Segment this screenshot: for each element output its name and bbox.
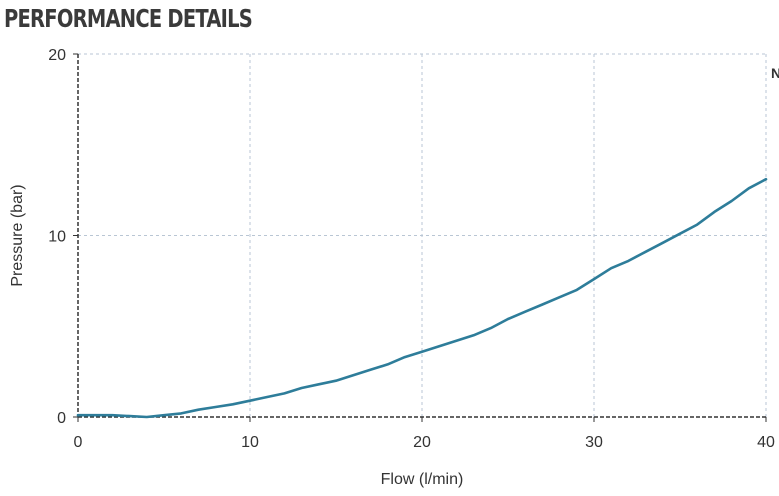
data-point (576, 289, 578, 291)
data-point (713, 211, 716, 213)
data-point (644, 251, 647, 253)
x-tick-label: 40 (757, 434, 775, 451)
data-point (318, 383, 320, 386)
data-point (490, 327, 492, 329)
tick-labels: 0 10 20 30 40 0 10 20 (48, 47, 775, 451)
grid-lines (78, 53, 767, 417)
data-point (507, 318, 509, 320)
data-point (438, 345, 441, 348)
data-point (524, 310, 526, 313)
data-point (197, 408, 200, 411)
data-point (214, 406, 217, 408)
data-point (163, 414, 165, 416)
data-point (266, 396, 269, 398)
data-point (404, 356, 406, 358)
data-point (765, 178, 767, 181)
x-tick-label: 10 (241, 434, 259, 451)
data-point (455, 339, 458, 342)
data-point (128, 415, 131, 417)
data-point (679, 232, 681, 235)
axes (73, 53, 767, 422)
data-point (748, 187, 750, 190)
data-point (283, 392, 286, 395)
series-layer (76, 177, 768, 419)
x-axis-title: Flow (l/min) (381, 471, 464, 488)
data-point (386, 363, 389, 366)
data-point (352, 374, 355, 377)
data-point (369, 369, 372, 371)
data-point (180, 412, 182, 415)
data-point (610, 267, 612, 269)
y-axis-title: Pressure (bar) (9, 184, 26, 286)
data-point (249, 399, 251, 402)
data-point (558, 296, 561, 299)
data-point (730, 200, 733, 202)
data-point (421, 350, 423, 353)
data-point (662, 241, 664, 244)
x-tick-label: 0 (74, 434, 83, 451)
data-point (94, 414, 96, 416)
data-point (111, 414, 114, 416)
data-point (472, 334, 475, 337)
data-point (627, 260, 630, 262)
data-point (335, 379, 337, 382)
page-title: PERFORMANCE DETAILS (4, 4, 253, 33)
data-point (146, 416, 148, 418)
x-tick-label: 30 (585, 434, 603, 451)
y-tick-label: 10 (48, 229, 66, 246)
y-tick-label: 0 (57, 410, 66, 427)
y-tick-label: 20 (48, 47, 66, 64)
data-point (300, 387, 303, 389)
data-point (232, 403, 234, 406)
data-point (696, 223, 698, 226)
x-tick-label: 20 (413, 434, 431, 451)
data-point (593, 278, 595, 280)
data-point (77, 414, 79, 416)
corner-text: N (771, 65, 779, 81)
data-point (541, 303, 544, 306)
series-line (76, 177, 768, 419)
